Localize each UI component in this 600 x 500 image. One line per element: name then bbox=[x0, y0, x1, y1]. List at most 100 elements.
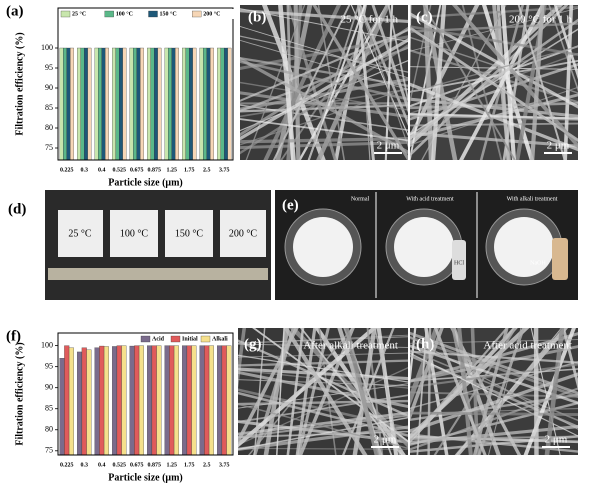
bar bbox=[63, 47, 67, 161]
bar bbox=[182, 345, 188, 456]
legend-swatch bbox=[148, 10, 158, 18]
photo-e bbox=[275, 190, 578, 300]
fibre bbox=[410, 328, 530, 440]
bar bbox=[59, 358, 65, 456]
y-tick-label: 85 bbox=[45, 404, 53, 413]
fibre bbox=[240, 44, 408, 155]
sample-label: 200 °C bbox=[229, 228, 257, 239]
y-tick-label: 90 bbox=[45, 83, 53, 92]
legend-swatch bbox=[140, 335, 151, 343]
bar bbox=[133, 47, 137, 161]
fibre bbox=[240, 29, 408, 102]
bar bbox=[66, 47, 71, 161]
bar bbox=[140, 47, 144, 161]
bar bbox=[199, 345, 205, 456]
bar bbox=[221, 345, 227, 456]
bottle-label: HCl bbox=[454, 260, 464, 266]
bar bbox=[206, 47, 211, 161]
x-tick-label: 0.4 bbox=[98, 167, 106, 173]
fibre bbox=[410, 59, 578, 93]
legend-label: 100 °C bbox=[116, 10, 133, 17]
fibre bbox=[410, 25, 578, 56]
caption: Normal bbox=[351, 196, 370, 202]
fibre bbox=[238, 430, 408, 439]
fibre bbox=[431, 5, 447, 160]
fibre bbox=[544, 328, 565, 455]
sample-label: 100 °C bbox=[120, 228, 148, 239]
legend-label: 150 °C bbox=[160, 10, 177, 17]
bar bbox=[134, 345, 140, 456]
bar bbox=[169, 345, 175, 456]
fibre bbox=[295, 328, 317, 455]
scale-bar: 2 μm bbox=[374, 434, 397, 446]
bar bbox=[175, 47, 179, 161]
fibre bbox=[238, 354, 408, 383]
bar bbox=[122, 47, 127, 161]
y-axis-label: Filtration efficiency (%) bbox=[14, 342, 25, 445]
panel-label: (b) bbox=[248, 9, 266, 25]
legend-box bbox=[139, 334, 229, 344]
fibre bbox=[410, 350, 578, 364]
bottle bbox=[452, 240, 466, 280]
bar bbox=[99, 345, 105, 456]
bar bbox=[59, 47, 64, 161]
bar bbox=[77, 351, 83, 456]
fibre bbox=[240, 118, 408, 142]
legend-box bbox=[59, 9, 234, 19]
x-tick-label: 0.525 bbox=[113, 167, 127, 173]
fibre bbox=[238, 370, 408, 409]
bar bbox=[98, 47, 102, 161]
legend-label: Alkali bbox=[212, 336, 228, 342]
sample-label: 25 °C bbox=[68, 228, 91, 239]
fibre bbox=[238, 328, 299, 446]
bar bbox=[94, 47, 99, 161]
bar bbox=[164, 47, 169, 161]
fibre bbox=[410, 411, 578, 416]
fibre bbox=[410, 339, 578, 344]
y-tick-label: 80 bbox=[45, 425, 53, 434]
fibres bbox=[410, 328, 578, 455]
bar bbox=[103, 346, 109, 456]
bar bbox=[182, 47, 186, 161]
fibre bbox=[410, 18, 578, 140]
scale-bar: 2 μm bbox=[545, 434, 568, 446]
caption: After alkali treatment bbox=[303, 340, 398, 352]
ruler bbox=[48, 268, 268, 280]
fibre bbox=[238, 352, 408, 358]
bar bbox=[147, 47, 151, 161]
y-tick-label: 85 bbox=[45, 103, 53, 112]
bar bbox=[87, 47, 92, 161]
fibre bbox=[410, 387, 578, 451]
x-tick-label: 2.5 bbox=[203, 167, 211, 173]
x-tick-label: 0.675 bbox=[130, 462, 144, 468]
bar bbox=[64, 345, 70, 456]
fibre bbox=[344, 328, 380, 455]
plot-frame bbox=[57, 7, 234, 161]
fibre bbox=[410, 435, 578, 441]
panel-label: (f) bbox=[6, 328, 21, 344]
fibre bbox=[263, 328, 290, 455]
x-tick-label: 0.3 bbox=[81, 462, 89, 468]
x-tick-label: 2.5 bbox=[203, 462, 211, 468]
bottle-label: NaOH bbox=[530, 260, 546, 266]
fibre bbox=[451, 5, 578, 149]
bar bbox=[185, 47, 190, 161]
x-tick-label: 0.875 bbox=[148, 167, 162, 173]
x-tick-label: 1.25 bbox=[167, 167, 178, 173]
fibre bbox=[238, 343, 408, 348]
bar bbox=[81, 347, 87, 456]
fibre bbox=[477, 328, 526, 455]
bar bbox=[191, 345, 197, 456]
y-tick-label: 80 bbox=[45, 123, 53, 132]
bar bbox=[189, 47, 193, 161]
x-tick-label: 3.75 bbox=[219, 167, 230, 173]
fibre bbox=[500, 5, 517, 160]
scale-bar: 2 μm bbox=[547, 140, 570, 152]
x-tick-label: 0.875 bbox=[148, 462, 162, 468]
fibre bbox=[422, 5, 516, 160]
scale-bar: 2 μm bbox=[377, 140, 400, 152]
fibre bbox=[238, 334, 408, 344]
bar bbox=[186, 345, 192, 456]
legend-label: Acid bbox=[152, 336, 165, 342]
legend-swatch bbox=[170, 335, 181, 343]
